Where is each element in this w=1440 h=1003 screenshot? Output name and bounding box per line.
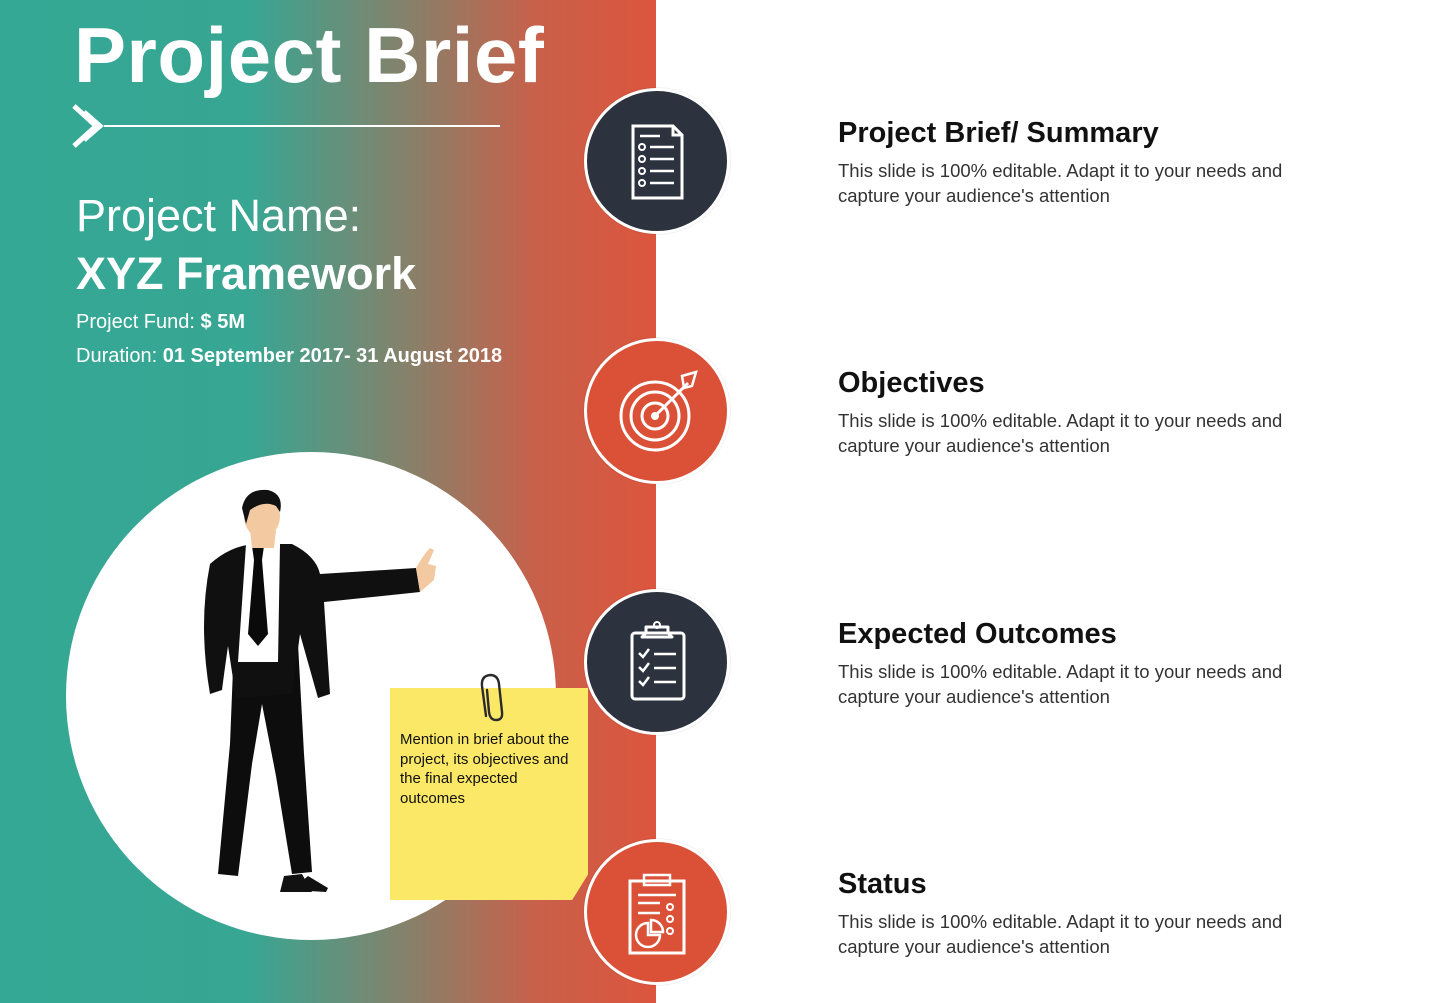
project-fund: Project Fund: $ 5M (76, 311, 245, 334)
section-body-status: This slide is 100% editable. Adapt it to… (838, 911, 1283, 957)
clipboard-checklist-icon (630, 621, 686, 701)
outcomes-icon-circle (584, 589, 730, 735)
summary-icon-circle (584, 88, 730, 234)
project-fund-label: Project Fund: (76, 311, 201, 333)
section-body-outcomes: This slide is 100% editable. Adapt it to… (838, 661, 1283, 707)
businessman-illustration (204, 489, 436, 892)
project-fund-value: $ 5M (200, 311, 245, 333)
project-duration-value: 01 September 2017- 31 August 2018 (162, 345, 503, 367)
report-chart-icon (628, 873, 686, 955)
section-heading-objectives: Objectives (838, 367, 985, 399)
project-duration: Duration: 01 September 2017- 31 August 2… (76, 345, 502, 368)
project-duration-label: Duration: (76, 345, 163, 367)
arrow-divider-icon (72, 104, 500, 148)
paperclip-icon (480, 673, 504, 722)
section-heading-status: Status (838, 868, 927, 900)
sticky-note-text: Mention in brief about the project, its … (400, 731, 570, 807)
section-heading-summary: Project Brief/ Summary (838, 117, 1159, 149)
section-body-objectives: This slide is 100% editable. Adapt it to… (838, 410, 1283, 456)
objectives-icon-circle (584, 338, 730, 484)
sticky-note (390, 688, 588, 900)
section-body-summary: This slide is 100% editable. Adapt it to… (838, 160, 1283, 206)
document-list-icon (631, 124, 684, 200)
project-name-label: Project Name: (76, 190, 362, 241)
project-name-value: XYZ Framework (76, 248, 417, 299)
target-icon (619, 370, 698, 452)
section-heading-outcomes: Expected Outcomes (838, 618, 1117, 650)
status-icon-circle (584, 839, 730, 985)
page-title: Project Brief (74, 11, 545, 99)
